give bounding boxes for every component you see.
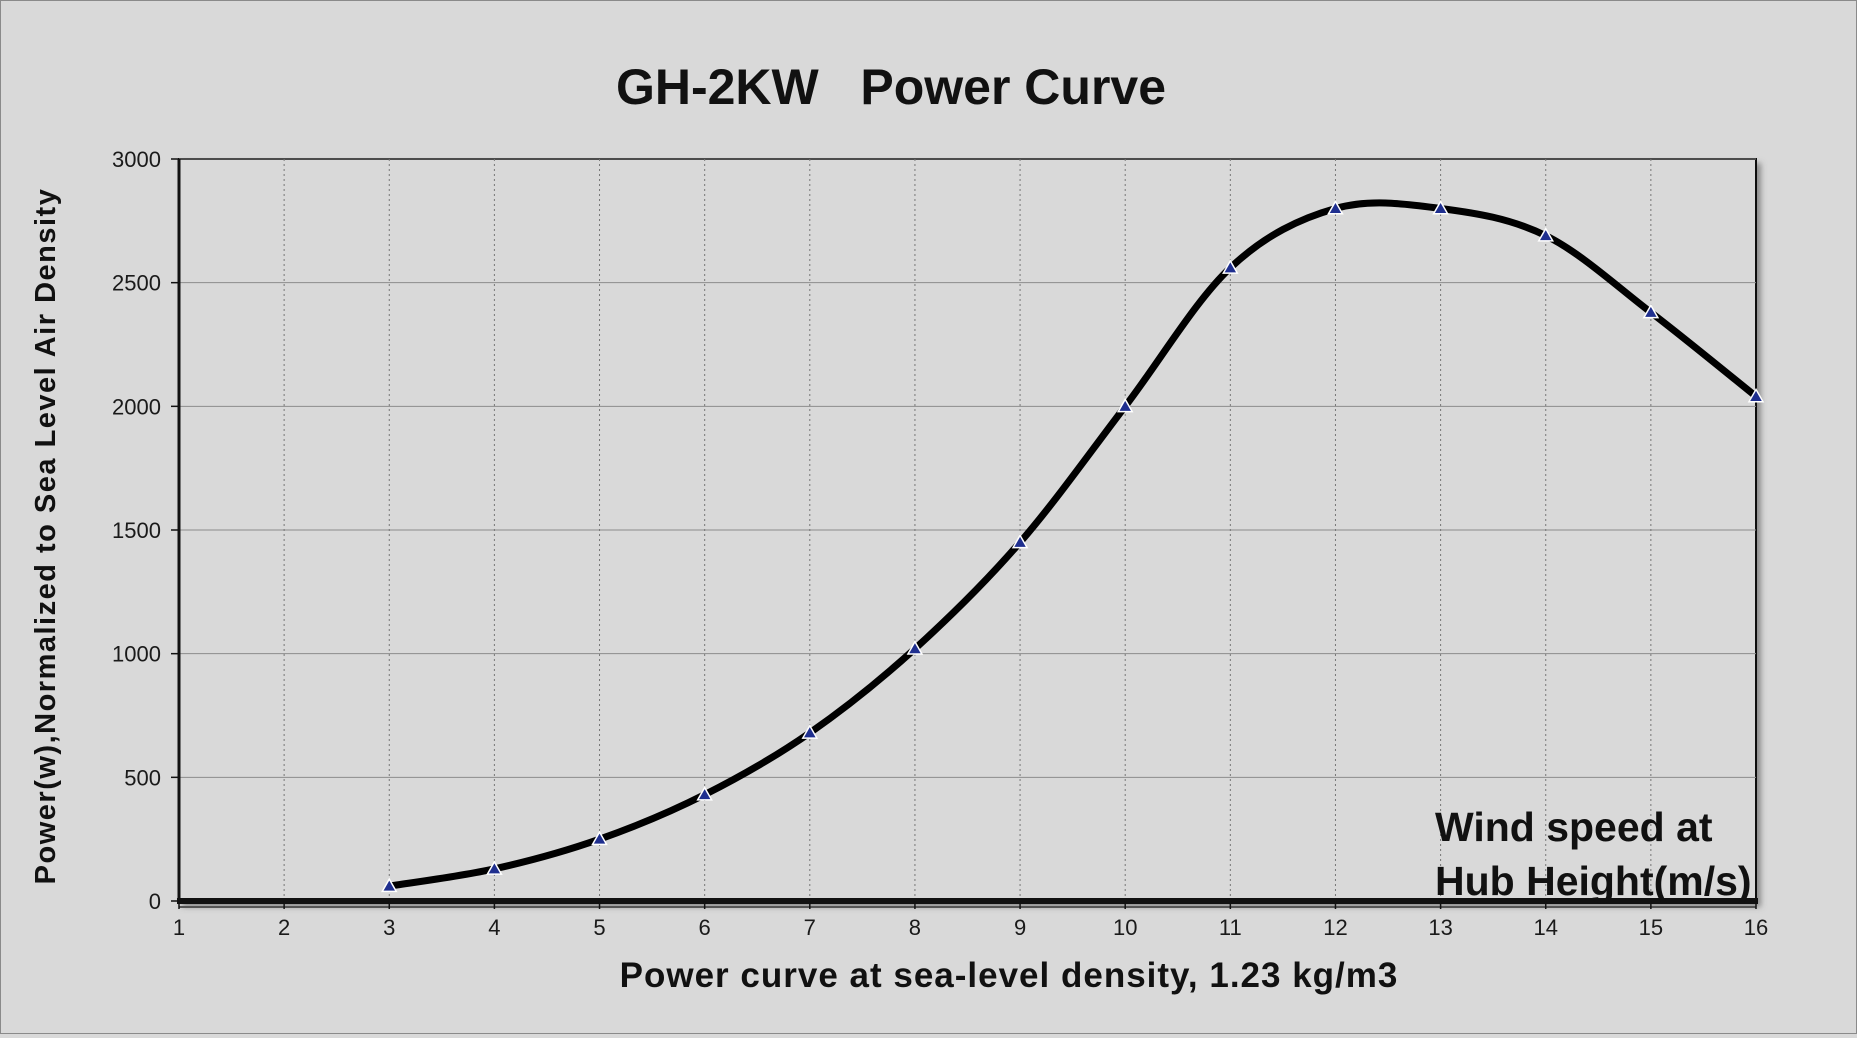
x-tick-label: 2: [278, 915, 290, 940]
data-point-marker: [380, 877, 398, 893]
data-point-marker: [591, 830, 608, 846]
data-point-marker: [906, 640, 924, 655]
y-tick-label: 0: [149, 889, 161, 914]
x-tick-label: 11: [1219, 915, 1242, 940]
x-tick-label: 9: [1014, 915, 1026, 940]
data-point-marker: [486, 860, 503, 875]
series-line: [385, 199, 1760, 890]
data-point-marker: [1537, 227, 1555, 242]
x-tick-label: 1: [173, 915, 185, 940]
data-point-marker: [1327, 199, 1344, 215]
y-tick-label: 1500: [112, 518, 161, 543]
y-axis-label: Power(w),Normalized to Sea Level Air Den…: [30, 188, 62, 885]
data-point-marker: [1011, 533, 1029, 549]
y-tick-label: 500: [124, 765, 161, 790]
annotation-line-2: Hub Height(m/s): [1435, 858, 1752, 904]
x-tick-label: 12: [1323, 915, 1347, 940]
x-axis-label: Power curve at sea-level density, 1.23 k…: [620, 956, 1399, 995]
data-point-marker: [801, 724, 819, 739]
x-tick-label: 5: [593, 915, 605, 940]
data-point-marker: [1116, 397, 1134, 413]
y-tick-label: 1000: [112, 642, 161, 667]
x-tick-label: 13: [1428, 915, 1452, 940]
x-tick-label: 8: [909, 915, 921, 940]
x-tick-label: 10: [1113, 915, 1137, 940]
data-point-marker: [1432, 199, 1449, 215]
x-tick-label: 4: [488, 915, 500, 940]
x-tick-label: 3: [383, 915, 395, 940]
y-tick-label: 2500: [112, 271, 161, 296]
data-point-marker: [1642, 303, 1660, 319]
x-tick-label: 15: [1639, 915, 1663, 940]
x-tick-label: 16: [1744, 915, 1768, 940]
chart-title: GH-2KW Power Curve: [616, 59, 1166, 115]
y-tick-label: 3000: [112, 147, 161, 172]
x-tick-label: 6: [699, 915, 711, 940]
data-point-marker: [1222, 259, 1239, 274]
data-point-marker: [1747, 387, 1765, 403]
y-tick-label: 2000: [112, 394, 161, 419]
data-point-marker: [696, 786, 713, 801]
x-tick-label: 14: [1533, 915, 1557, 940]
annotation-line-1: Wind speed at: [1435, 804, 1713, 850]
x-tick-label: 7: [804, 915, 816, 940]
